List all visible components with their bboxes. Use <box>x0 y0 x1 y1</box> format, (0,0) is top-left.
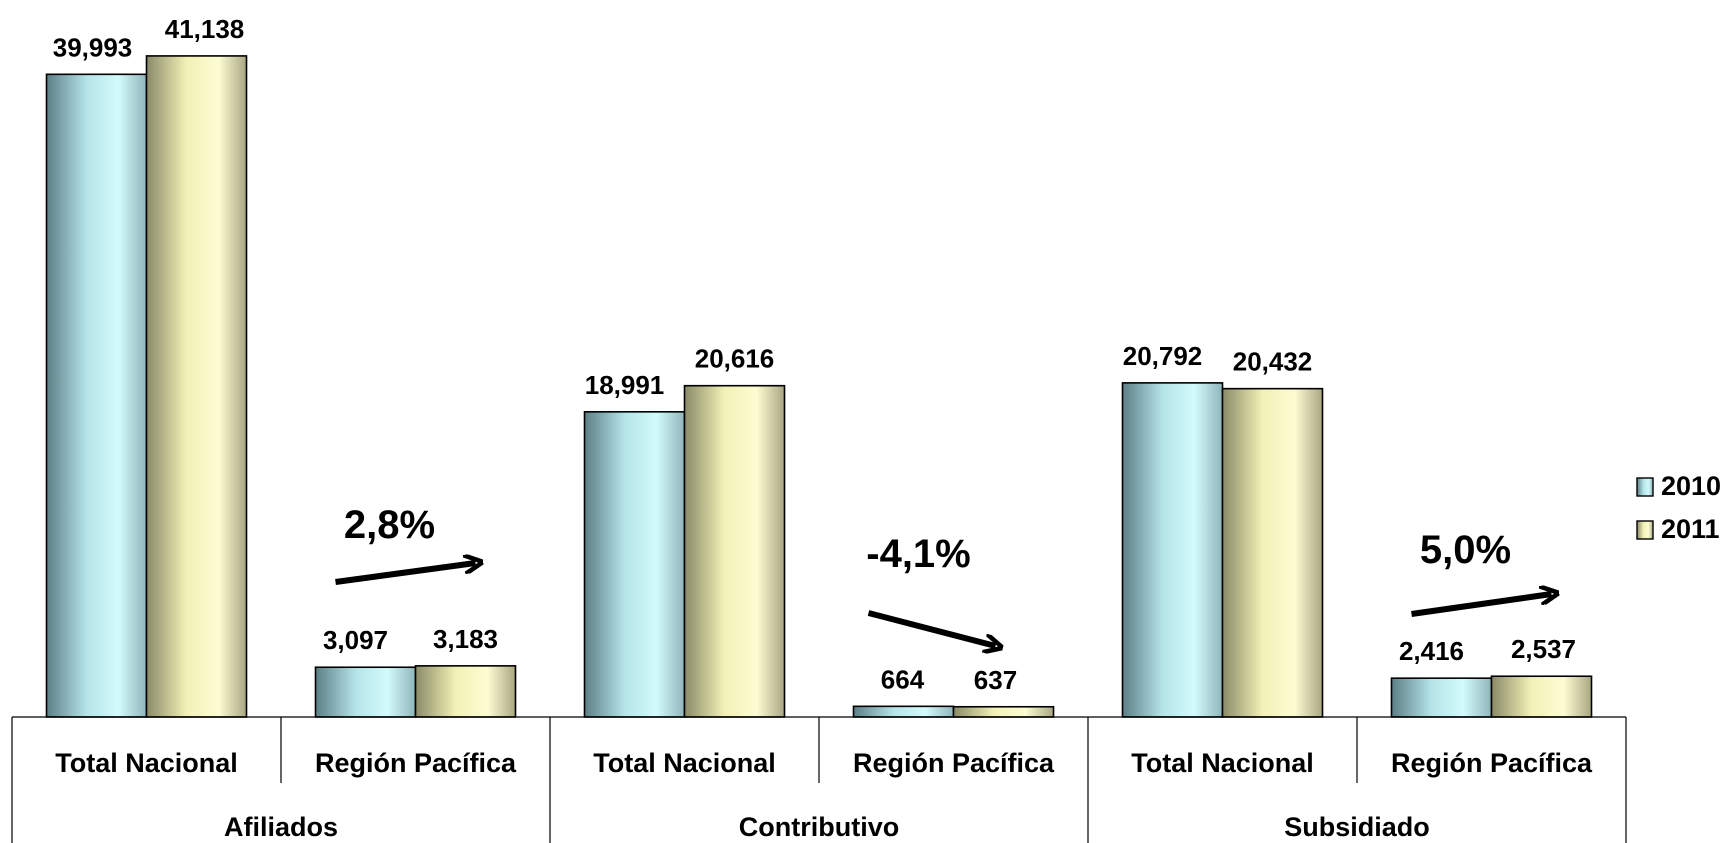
legend: 2010 2011 <box>1636 471 1721 544</box>
bar-2010-3 <box>852 705 955 718</box>
category-label-5: Región Pacífica <box>1391 748 1593 778</box>
data-label-2010-1: 3,097 <box>323 625 388 655</box>
category-label-3: Región Pacífica <box>853 748 1055 778</box>
bars-layer <box>45 55 1593 718</box>
legend-label-2011: 2011 <box>1661 514 1720 544</box>
bar-2011-3 <box>952 705 1055 718</box>
data-label-2011-3: 637 <box>974 665 1017 695</box>
annotations-layer: 2,8% -4,1% 5,0% <box>335 503 1552 646</box>
bar-2011-0 <box>145 55 248 718</box>
data-label-2010-0: 39,993 <box>53 32 133 62</box>
bar-2011-4 <box>1221 387 1324 718</box>
category-label-4: Total Nacional <box>1131 748 1314 778</box>
data-label-2010-2: 18,991 <box>585 370 665 400</box>
change-annotation-2: 5,0% <box>1420 528 1511 572</box>
legend-swatch-2010 <box>1636 477 1654 497</box>
bar-2010-4 <box>1121 382 1224 718</box>
bar-2010-1 <box>314 666 417 718</box>
trend-arrow-1 <box>867 610 996 646</box>
group-label-0: Afiliados <box>224 812 338 842</box>
bar-2011-2 <box>683 384 786 718</box>
bar-2010-2 <box>583 411 686 718</box>
data-label-2011-0: 41,138 <box>165 14 245 44</box>
category-label-1: Región Pacífica <box>315 748 517 778</box>
data-label-2011-2: 20,616 <box>695 344 775 374</box>
data-label-2010-3: 664 <box>881 664 925 694</box>
legend-swatch-2011 <box>1636 520 1654 540</box>
category-label-0: Total Nacional <box>55 748 238 778</box>
bar-2011-5 <box>1490 675 1593 718</box>
group-label-2: Subsidiado <box>1284 812 1430 842</box>
bar-2010-5 <box>1390 677 1493 718</box>
category-label-2: Total Nacional <box>593 748 776 778</box>
legend-label-2010: 2010 <box>1661 471 1721 501</box>
category-axis: Total Nacional Región Pacífica Total Nacio… <box>11 716 1627 843</box>
change-annotation-0: 2,8% <box>344 503 435 547</box>
data-label-2010-5: 2,416 <box>1399 636 1464 666</box>
data-label-2011-1: 3,183 <box>433 624 498 654</box>
value-labels-layer: 39,993 41,138 3,097 3,183 18,991 20,616 664 637… <box>53 14 1576 695</box>
bar-2011-1 <box>414 665 517 718</box>
data-label-2011-4: 20,432 <box>1233 347 1313 377</box>
group-label-1: Contributivo <box>739 812 899 842</box>
data-label-2011-5: 2,537 <box>1511 634 1576 664</box>
change-annotation-1: -4,1% <box>866 532 971 576</box>
bar-2010-0 <box>45 73 148 718</box>
data-label-2010-4: 20,792 <box>1123 341 1203 371</box>
trend-arrow-0 <box>335 563 476 585</box>
trend-arrow-2 <box>1411 594 1552 617</box>
